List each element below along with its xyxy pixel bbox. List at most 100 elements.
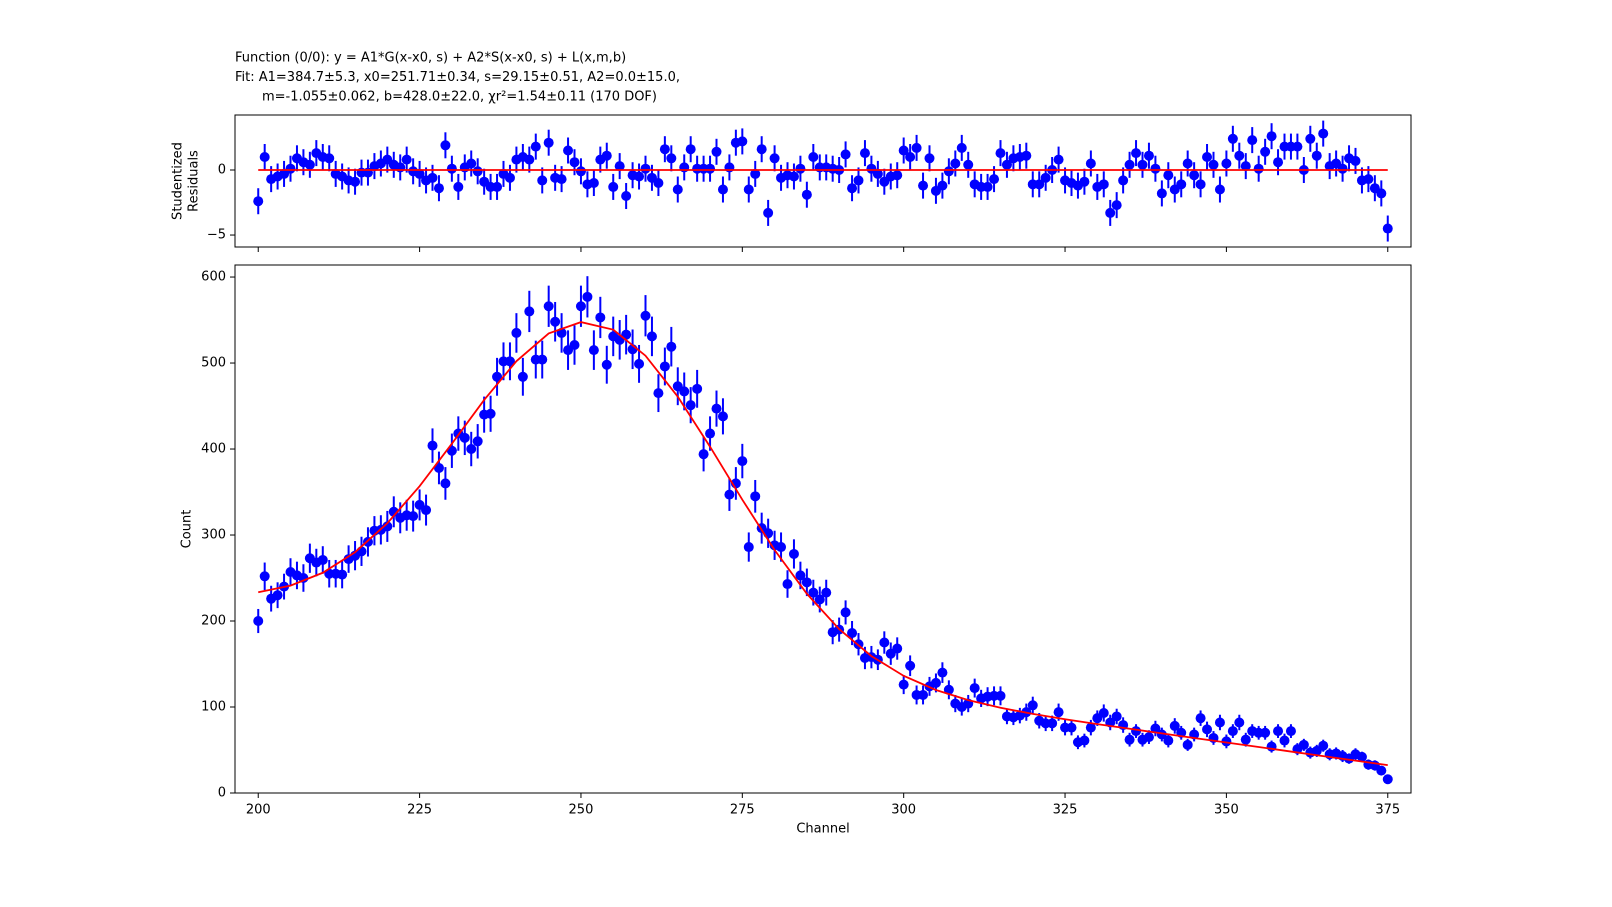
data-point	[1350, 155, 1361, 166]
data-point	[588, 345, 599, 356]
data-point	[453, 181, 464, 192]
x-tick-label: 250	[569, 803, 594, 818]
data-point	[808, 587, 819, 598]
data-point	[1279, 735, 1290, 746]
plot-area	[253, 276, 1393, 785]
data-point	[472, 436, 483, 447]
data-point	[1105, 207, 1116, 218]
data-point	[737, 456, 748, 467]
data-point	[485, 408, 496, 419]
data-point	[1137, 159, 1148, 170]
data-point	[466, 158, 477, 169]
data-point	[659, 361, 670, 372]
data-point	[563, 145, 574, 156]
data-point	[898, 145, 909, 156]
data-point	[543, 137, 554, 148]
data-point	[1098, 179, 1109, 190]
data-point	[1079, 735, 1090, 746]
data-point	[1118, 175, 1129, 186]
data-point	[892, 643, 903, 654]
data-point	[1337, 163, 1348, 174]
data-point	[1182, 739, 1193, 750]
data-point	[750, 491, 761, 502]
data-point	[1260, 146, 1271, 157]
data-point	[847, 183, 858, 194]
data-point	[550, 316, 561, 327]
y-tick-label: −5	[207, 228, 226, 243]
data-point	[1305, 133, 1316, 144]
data-point	[776, 542, 787, 553]
axes-frame	[234, 264, 1412, 794]
data-point	[440, 478, 451, 489]
data-point	[918, 689, 929, 700]
data-point	[1273, 726, 1284, 737]
data-point	[530, 141, 541, 152]
data-point	[543, 301, 554, 312]
data-point	[1253, 163, 1264, 174]
data-point	[1356, 751, 1367, 762]
data-point	[1021, 150, 1032, 161]
data-point	[692, 383, 703, 394]
data-point	[666, 341, 677, 352]
y-tick-label: 600	[201, 270, 226, 285]
data-point	[640, 310, 651, 321]
data-point	[969, 683, 980, 694]
data-point	[640, 163, 651, 174]
data-point	[788, 171, 799, 182]
y-axis-label: Residuals	[187, 150, 202, 212]
data-point	[1150, 163, 1161, 174]
data-point	[1214, 184, 1225, 195]
data-point	[1234, 717, 1245, 728]
data-point	[717, 184, 728, 195]
data-point	[1195, 713, 1206, 724]
data-point	[1214, 717, 1225, 728]
data-point	[963, 159, 974, 170]
data-point	[1085, 158, 1096, 169]
data-point	[1034, 179, 1045, 190]
data-point	[1156, 188, 1167, 199]
data-point	[492, 371, 503, 382]
data-point	[840, 607, 851, 618]
data-point	[995, 690, 1006, 701]
data-point	[1047, 718, 1058, 729]
data-point	[575, 301, 586, 312]
data-point	[446, 163, 457, 174]
data-point	[1298, 739, 1309, 750]
data-point	[685, 144, 696, 155]
data-point	[937, 667, 948, 678]
data-point	[608, 181, 619, 192]
data-point	[795, 163, 806, 174]
data-point	[601, 150, 612, 161]
y-tick-label: 0	[218, 786, 226, 801]
data-point	[801, 189, 812, 200]
data-point	[943, 684, 954, 695]
data-point	[872, 168, 883, 179]
data-point	[943, 166, 954, 177]
data-point	[989, 174, 1000, 185]
data-point	[679, 386, 690, 397]
data-point	[1098, 708, 1109, 719]
data-point	[847, 628, 858, 639]
data-point	[905, 660, 916, 671]
data-point	[440, 140, 451, 151]
data-point	[737, 136, 748, 147]
data-point	[1001, 159, 1012, 170]
y-tick-label: 500	[201, 356, 226, 371]
data-point	[504, 172, 515, 183]
data-point	[743, 542, 754, 553]
data-point	[401, 154, 412, 165]
data-point	[950, 158, 961, 169]
data-point	[1182, 158, 1193, 169]
data-point	[808, 152, 819, 163]
data-point	[356, 546, 367, 557]
y-axis-label: Count	[180, 510, 195, 549]
data-point	[1131, 148, 1142, 159]
data-point	[537, 175, 548, 186]
data-point	[1111, 200, 1122, 211]
data-point	[1143, 732, 1154, 743]
data-point	[1247, 135, 1258, 146]
data-point	[1143, 150, 1154, 161]
data-point	[1234, 150, 1245, 161]
y-tick-label: 300	[201, 528, 226, 543]
title-line: m=-1.055±0.062, b=428.0±22.0, χr²=1.54±0…	[262, 90, 657, 105]
